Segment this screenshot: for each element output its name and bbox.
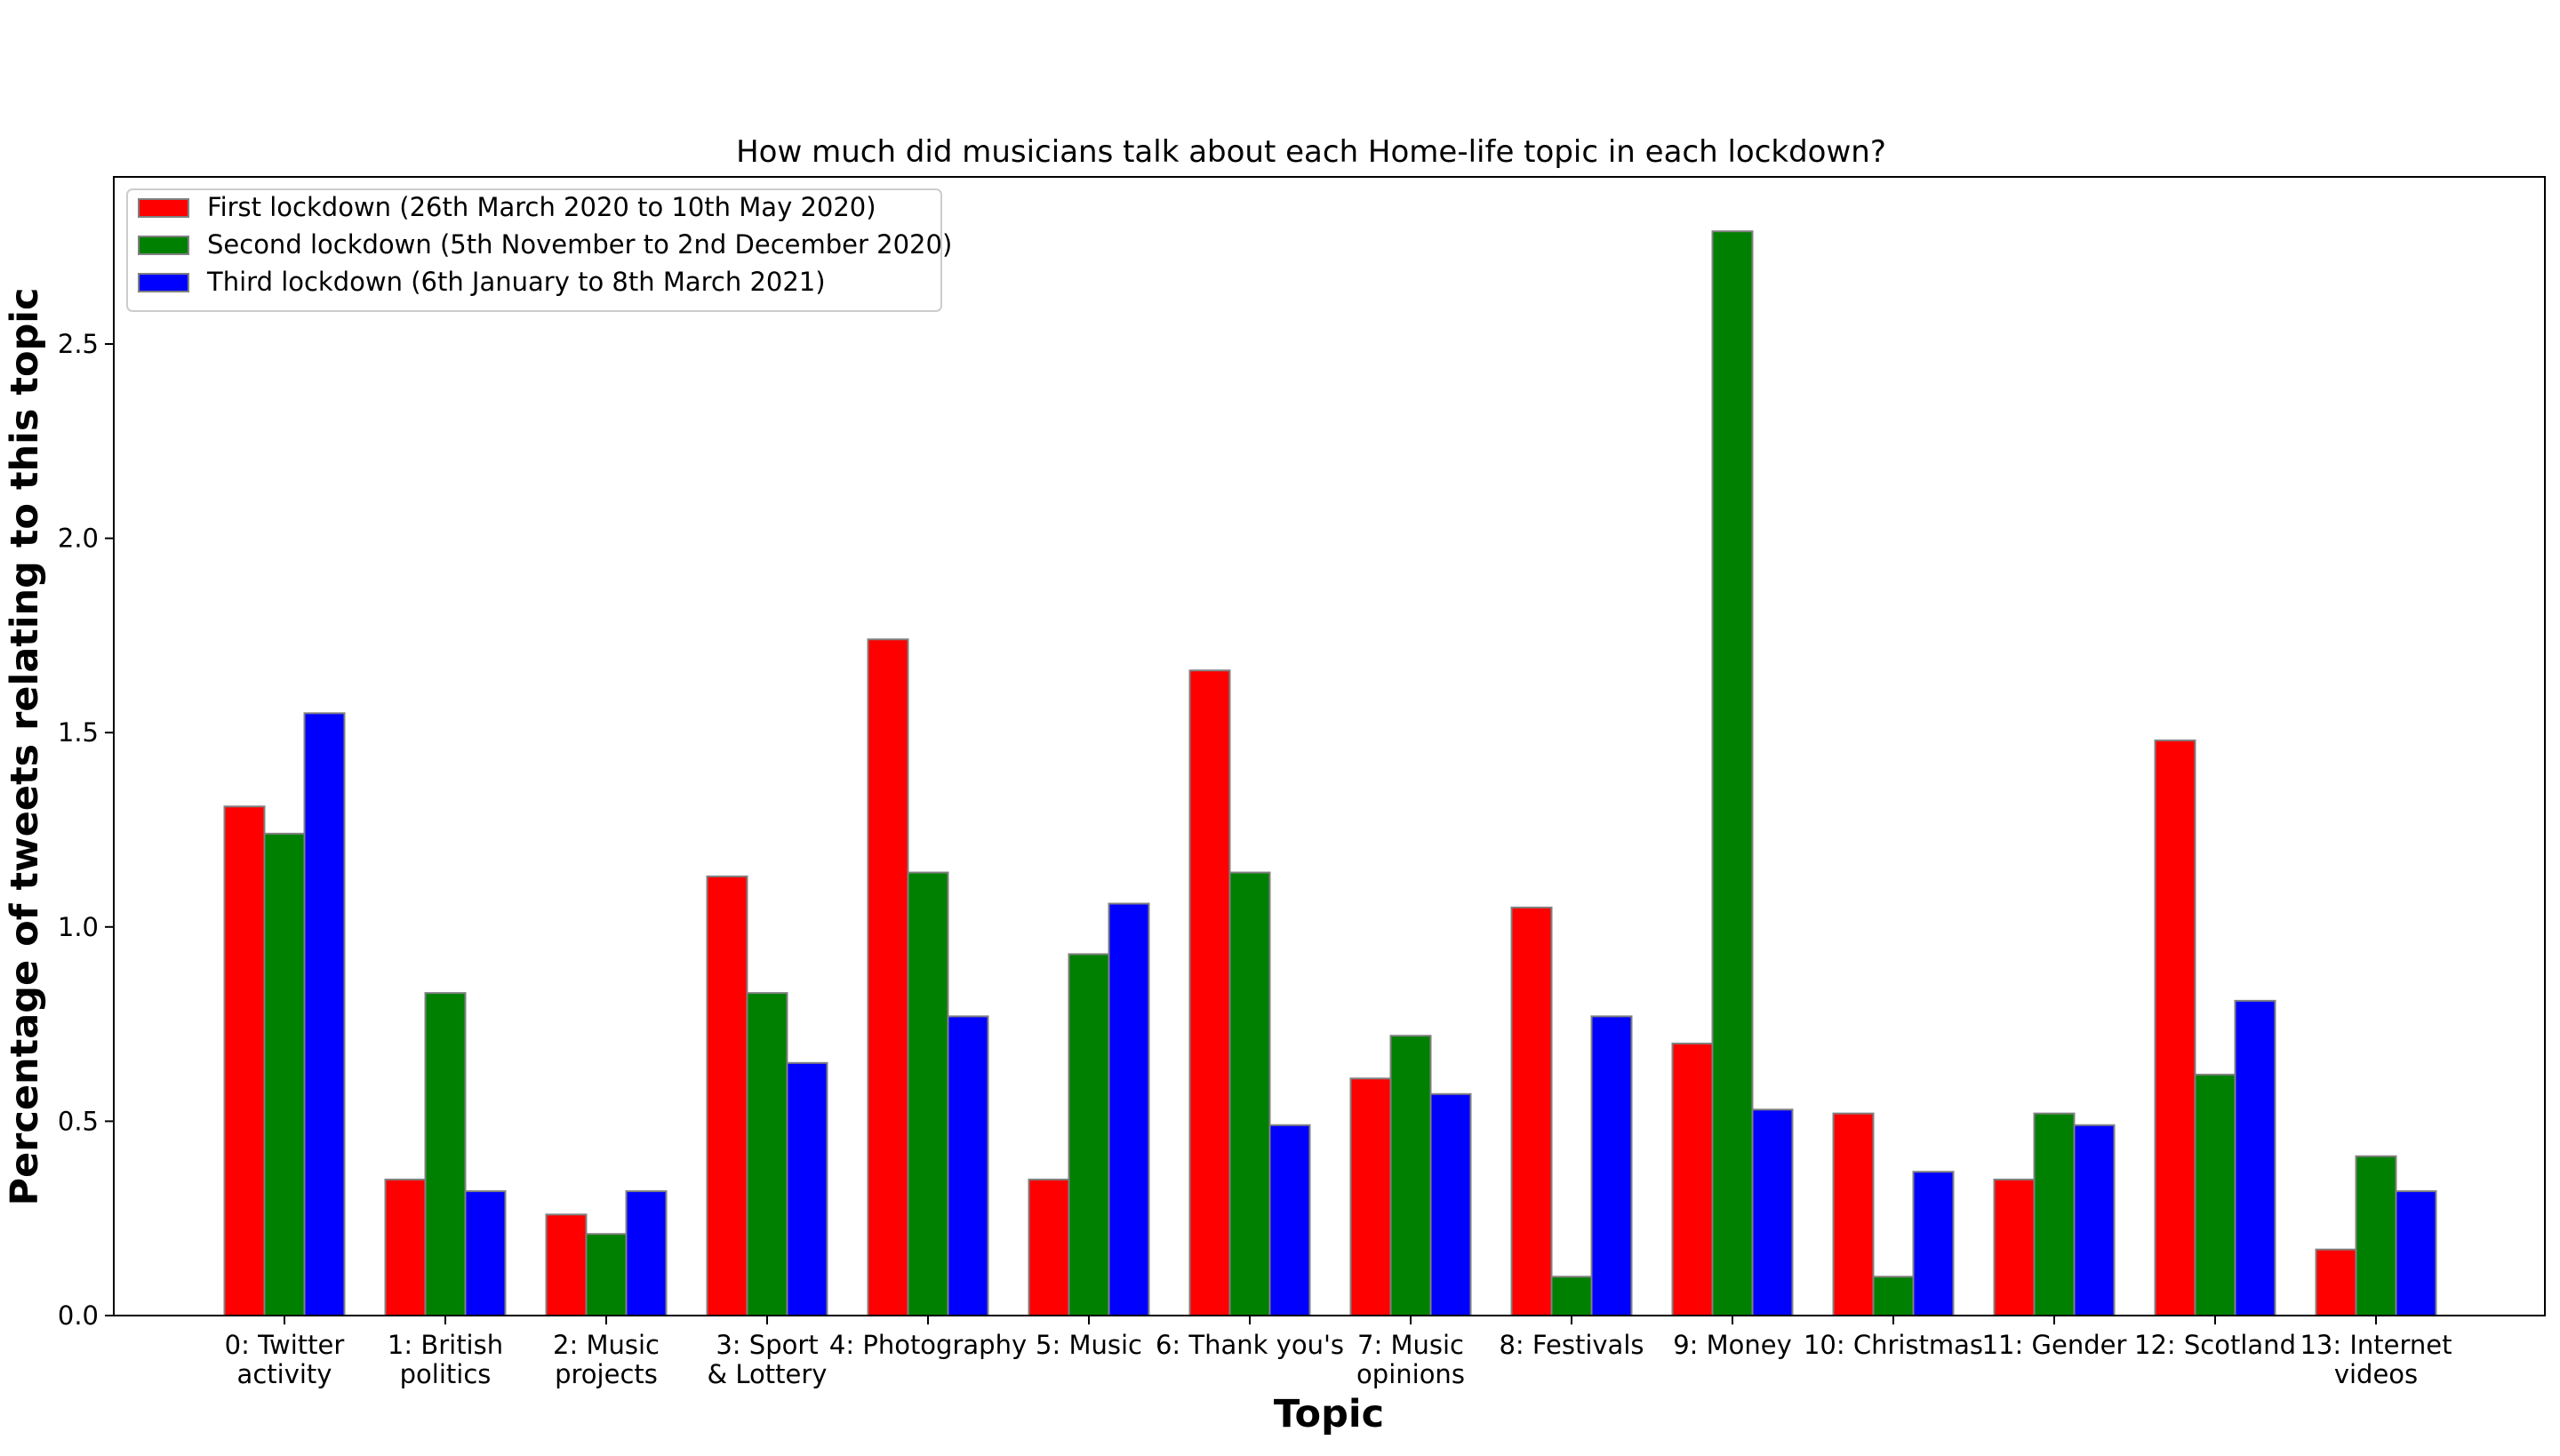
legend-swatch-0	[138, 198, 189, 218]
bar-s2-c4	[947, 1015, 989, 1317]
x-axis-label: Topic	[1274, 1392, 1384, 1436]
bar-s1-c8	[1550, 1276, 1593, 1317]
bar-s0-c2	[545, 1213, 588, 1316]
y-tick-label-0: 0.0	[58, 1300, 99, 1331]
bar-s0-c0	[223, 805, 266, 1316]
bar-s2-c1	[464, 1190, 507, 1317]
bar-s0-c5	[1028, 1178, 1070, 1316]
legend-swatch-1	[138, 236, 189, 255]
bar-s0-c12	[2154, 739, 2196, 1316]
y-tick-label-1: 0.5	[58, 1106, 99, 1136]
x-tick-label-5: 5: Music	[1036, 1330, 1142, 1360]
x-tick-label-7: 7: Music opinions	[1356, 1330, 1465, 1389]
bar-s2-c13	[2395, 1190, 2437, 1317]
bar-s2-c10	[1912, 1171, 1955, 1316]
x-tick-label-0: 0: Twitter activity	[225, 1330, 345, 1389]
x-axis: 0: Twitter activity 1: British politics 2: M…	[225, 1316, 2452, 1389]
y-tick-label-5: 2.5	[58, 329, 99, 359]
x-tick-label-4: 4: Photography	[829, 1330, 1027, 1360]
bar-s2-c9	[1751, 1108, 1794, 1317]
bar-s1-c0	[263, 832, 306, 1316]
x-tick-label-11: 11: Gender	[1982, 1330, 2127, 1360]
bar-s0-c1	[384, 1178, 427, 1316]
x-tick-label-9: 9: Money	[1673, 1330, 1792, 1360]
bar-s0-c8	[1510, 906, 1553, 1316]
legend-swatch-2	[138, 273, 189, 292]
legend-label-0: First lockdown (26th March 2020 to 10th …	[207, 192, 876, 222]
bar-s1-c6	[1228, 871, 1271, 1316]
bar-s0-c9	[1671, 1042, 1714, 1316]
bar-s1-c7	[1389, 1035, 1432, 1316]
x-tick-label-3: 3: Sport & Lottery	[708, 1330, 828, 1389]
bar-s2-c6	[1268, 1124, 1311, 1317]
bar-s2-c3	[786, 1061, 828, 1316]
y-axis-label: Percentage of tweets relating to this to…	[3, 287, 47, 1205]
x-tick-label-12: 12: Scotland	[2134, 1330, 2296, 1360]
legend-label-1: Second lockdown (5th November to 2nd Dec…	[207, 229, 952, 260]
x-tick-label-2: 2: Music projects	[553, 1330, 660, 1389]
y-tick-label-2: 1.0	[58, 912, 99, 942]
bar-s1-c1	[424, 992, 467, 1317]
bar-s0-c4	[867, 638, 909, 1316]
bar-s2-c5	[1108, 902, 1150, 1316]
plot-frame	[113, 176, 2546, 1316]
bar-s2-c0	[303, 712, 346, 1316]
legend-label-2: Third lockdown (6th January to 8th March…	[206, 267, 826, 297]
y-tick-label-3: 1.5	[58, 717, 99, 748]
bars-layer	[223, 230, 2437, 1317]
bar-s0-c7	[1349, 1077, 1392, 1316]
legend: First lockdown (26th March 2020 to 10th …	[126, 188, 952, 312]
bar-s1-c12	[2194, 1073, 2236, 1317]
bar-s1-c4	[907, 871, 949, 1316]
bar-s2-c11	[2073, 1124, 2116, 1317]
bar-s1-c13	[2355, 1155, 2397, 1316]
x-tick-label-8: 8: Festivals	[1499, 1330, 1644, 1360]
x-tick-label-13: 13: Internet videos	[2300, 1330, 2452, 1389]
bar-s1-c11	[2033, 1112, 2076, 1316]
bar-s0-c6	[1188, 669, 1231, 1316]
x-tick-label-6: 6: Thank you's	[1156, 1330, 1344, 1360]
x-tick-label-1: 1: British politics	[388, 1330, 503, 1389]
bar-s2-c7	[1429, 1092, 1472, 1316]
bar-s0-c10	[1832, 1112, 1875, 1316]
bar-s2-c2	[625, 1190, 668, 1317]
bar-s1-c9	[1711, 230, 1754, 1316]
bar-s2-c8	[1590, 1015, 1633, 1317]
chart-title: How much did musicians talk about each H…	[736, 134, 1886, 170]
bar-s1-c2	[585, 1233, 628, 1317]
bar-s1-c3	[746, 992, 788, 1317]
bar-s0-c3	[706, 875, 748, 1316]
legend-box	[126, 188, 942, 312]
bar-s1-c10	[1872, 1276, 1915, 1317]
y-axis: 0.0 0.5 1.0 1.5 2.0 2.5	[58, 329, 114, 1331]
bar-s0-c11	[1993, 1178, 2036, 1316]
bar-s0-c13	[2315, 1248, 2357, 1317]
y-tick-label-4: 2.0	[58, 524, 99, 554]
bar-s2-c12	[2234, 999, 2276, 1317]
x-tick-label-10: 10: Christmas	[1804, 1330, 1983, 1360]
bar-s1-c5	[1068, 953, 1110, 1316]
